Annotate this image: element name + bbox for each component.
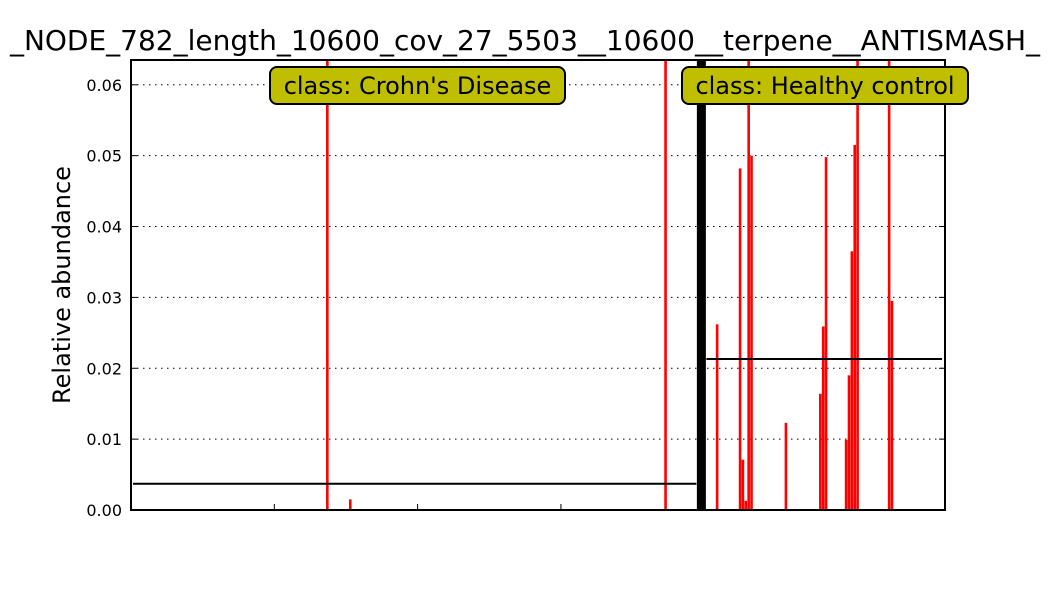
data-bar bbox=[887, 60, 891, 510]
bars-group bbox=[326, 60, 894, 511]
class-label-box: class: Crohn's Disease bbox=[269, 66, 566, 105]
y-tick-label: 0.06 bbox=[86, 76, 122, 95]
data-bar bbox=[856, 60, 859, 510]
data-bar bbox=[715, 324, 719, 510]
y-tick-label: 0.02 bbox=[86, 359, 122, 378]
class-label-text: class: Crohn's Disease bbox=[284, 72, 552, 100]
data-bar bbox=[750, 155, 753, 510]
plot-frame bbox=[130, 59, 946, 511]
data-bar bbox=[824, 157, 828, 510]
class-label-background bbox=[681, 66, 969, 105]
data-bar bbox=[326, 60, 329, 510]
data-bar bbox=[784, 422, 788, 510]
data-bar bbox=[348, 499, 352, 510]
class-label-text: class: Healthy control bbox=[695, 72, 954, 100]
class-labels: class: Crohn's Disease class: Healthy con… bbox=[269, 66, 969, 105]
data-bar bbox=[738, 168, 742, 510]
data-bar bbox=[853, 145, 857, 510]
data-bar bbox=[850, 251, 854, 511]
group-divider bbox=[696, 60, 706, 510]
y-tick-label: 0.04 bbox=[86, 218, 122, 237]
mean-lines bbox=[133, 60, 942, 510]
data-bar bbox=[741, 459, 745, 510]
data-bar bbox=[744, 500, 748, 510]
chart-title: _NODE_782_length_10600_cov_27_5503__1060… bbox=[9, 24, 1041, 57]
data-bar bbox=[844, 439, 848, 510]
y-tick-label: 0.03 bbox=[86, 288, 122, 307]
y-tick-label: 0.00 bbox=[86, 501, 122, 520]
data-bar bbox=[747, 60, 750, 510]
data-bar bbox=[821, 326, 825, 510]
y-tick-label: 0.01 bbox=[86, 430, 122, 449]
class-label-background bbox=[269, 66, 566, 105]
data-bar bbox=[847, 375, 851, 510]
y-axis-label: Relative abundance bbox=[48, 166, 76, 404]
y-tick-label: 0.05 bbox=[86, 147, 122, 166]
data-bar bbox=[819, 393, 822, 510]
class-label-box: class: Healthy control bbox=[681, 66, 969, 105]
data-bar bbox=[664, 60, 667, 510]
data-bar bbox=[890, 300, 894, 510]
